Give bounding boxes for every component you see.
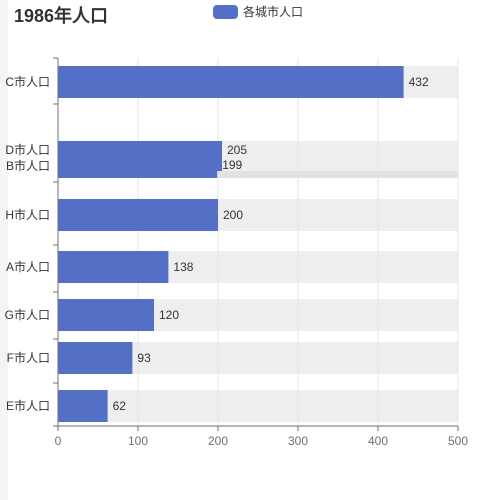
data-label: 205 bbox=[227, 143, 247, 157]
legend-swatch[interactable] bbox=[213, 4, 238, 19]
category-label: C市人口 bbox=[5, 74, 50, 89]
x-tick-label: 200 bbox=[208, 434, 228, 448]
data-label: 120 bbox=[159, 308, 179, 322]
chart-title: 1986年人口 bbox=[14, 6, 109, 26]
category-label: A市人口 bbox=[6, 259, 50, 274]
legend[interactable]: 各城市人口 bbox=[213, 3, 303, 20]
x-tick-label: 500 bbox=[448, 434, 468, 448]
left-edge-strip bbox=[0, 0, 8, 500]
bar-G市人口 bbox=[58, 299, 154, 331]
category-label: E市人口 bbox=[6, 398, 50, 413]
category-label: H市人口 bbox=[5, 207, 50, 222]
x-tick-label: 400 bbox=[368, 434, 388, 448]
x-tick-label: 100 bbox=[128, 434, 148, 448]
background-band bbox=[58, 390, 458, 422]
x-tick-label: 300 bbox=[288, 434, 308, 448]
data-label: 199 bbox=[222, 158, 242, 172]
category-label: D市人口 bbox=[5, 142, 50, 157]
bar-D市人口 bbox=[58, 141, 222, 171]
bar-H市人口 bbox=[58, 199, 218, 231]
bar-C市人口 bbox=[58, 66, 404, 98]
data-label: 62 bbox=[113, 399, 127, 413]
x-tick-label: 0 bbox=[55, 434, 62, 448]
data-label: 138 bbox=[173, 260, 193, 274]
bar-A市人口 bbox=[58, 251, 169, 283]
data-label: 432 bbox=[409, 75, 429, 89]
data-label: 200 bbox=[223, 208, 243, 222]
bar-E市人口 bbox=[58, 390, 108, 422]
category-label: B市人口 bbox=[6, 158, 50, 173]
category-label: F市人口 bbox=[7, 350, 50, 365]
data-label: 93 bbox=[137, 351, 151, 365]
legend-label[interactable]: 各城市人口 bbox=[243, 5, 304, 19]
category-label: G市人口 bbox=[5, 307, 50, 322]
bar-F市人口 bbox=[58, 342, 133, 374]
